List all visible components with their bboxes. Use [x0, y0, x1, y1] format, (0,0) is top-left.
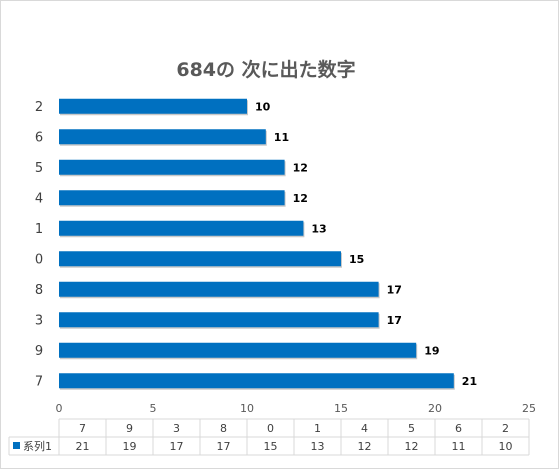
- bar: [59, 129, 266, 145]
- bar: [59, 342, 417, 358]
- data-label: 13: [311, 222, 326, 235]
- table-header-cell: 9: [126, 422, 133, 435]
- table-header-cell: 7: [79, 422, 86, 435]
- x-tick-label: 0: [56, 402, 63, 415]
- data-label: 11: [274, 131, 289, 144]
- x-tick-label: 5: [150, 402, 157, 415]
- x-tick-label: 10: [240, 402, 254, 415]
- bar: [59, 312, 379, 328]
- table-value-cell: 11: [452, 440, 466, 453]
- bar: [59, 220, 304, 236]
- data-label: 21: [462, 375, 477, 388]
- category-label: 6: [35, 130, 43, 145]
- data-table: 7 9 3 8 0 1 4 5 6 2 21 19 17 17 15 13 12 12 11 10 系列1: [8, 418, 530, 456]
- data-label: 15: [349, 253, 364, 266]
- table-header-cell: 3: [173, 422, 180, 435]
- table-value-cell: 17: [217, 440, 231, 453]
- table-value-cell: 19: [123, 440, 137, 453]
- bar: [59, 190, 285, 206]
- data-label: 19: [424, 344, 439, 357]
- category-label: 3: [35, 313, 43, 328]
- data-label: 17: [387, 314, 402, 327]
- category-label: 7: [35, 374, 43, 389]
- category-label: 0: [35, 252, 43, 267]
- category-label: 5: [35, 161, 43, 176]
- chart-title: 684の 次に出た数字: [176, 58, 355, 81]
- table-value-cell: 12: [358, 440, 372, 453]
- table-header-cell: 1: [314, 422, 321, 435]
- x-axis: 0 5 10 15 20 25: [56, 402, 537, 415]
- table-value-cell: 12: [405, 440, 419, 453]
- x-tick-label: 25: [522, 402, 536, 415]
- data-label: 10: [255, 100, 271, 113]
- table-header-cell: 5: [408, 422, 415, 435]
- bar: [59, 251, 341, 267]
- category-label: 9: [35, 344, 43, 359]
- legend-key: [13, 442, 20, 449]
- category-label: 2: [35, 100, 43, 115]
- series-label: 系列1: [23, 439, 52, 453]
- x-tick-label: 15: [334, 402, 348, 415]
- bar: [59, 373, 454, 389]
- bar: [59, 159, 285, 175]
- data-label: 17: [387, 283, 402, 296]
- category-label: 1: [35, 222, 43, 237]
- table-value-cell: 10: [499, 440, 513, 453]
- data-label: 12: [293, 192, 308, 205]
- table-header-cell: 6: [455, 422, 462, 435]
- bars-layer: 2 10 6 11 5 12 4 12 1 13 0 15 8 17 3 17 9 19 7 21: [35, 98, 477, 390]
- bar: [59, 281, 379, 297]
- x-tick-label: 20: [428, 402, 442, 415]
- table-value-cell: 13: [311, 440, 325, 453]
- bar: [59, 98, 247, 114]
- table-value-cell: 15: [264, 440, 278, 453]
- table-header-cell: 2: [502, 422, 509, 435]
- data-label: 12: [293, 161, 308, 174]
- category-label: 8: [35, 283, 43, 298]
- table-value-cell: 17: [170, 440, 184, 453]
- table-header-cell: 0: [267, 422, 274, 435]
- table-value-cell: 21: [76, 440, 90, 453]
- table-header-cell: 8: [220, 422, 227, 435]
- category-label: 4: [35, 191, 43, 206]
- table-header-cell: 4: [361, 422, 368, 435]
